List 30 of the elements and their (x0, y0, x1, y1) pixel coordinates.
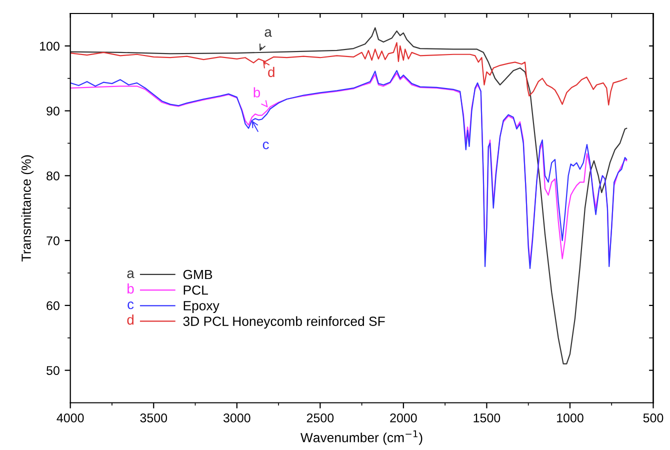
annotation: c (262, 142, 269, 150)
line-series (70, 42, 628, 106)
x-tick-label: 1500 (474, 413, 500, 422)
x-tick-label: 3000 (223, 413, 250, 422)
annotation: d (268, 66, 274, 78)
x-tick-label: 2000 (390, 413, 417, 422)
x-tick-label: 500 (643, 413, 664, 422)
y-tick-label: 60 (46, 301, 60, 310)
y-tick-label: 70 (46, 236, 60, 246)
y-tick-label: 50 (46, 366, 60, 375)
legend-label: PCL (184, 285, 208, 295)
text: c (128, 302, 134, 310)
legend-label: GMB (183, 270, 212, 280)
text: a (127, 270, 134, 278)
x-axis-title: Wavenumber (cm$^{−1}$) (300, 430, 422, 445)
x-tick-label: 3500 (140, 413, 168, 422)
y-tick-label: 100 (40, 42, 60, 51)
y-axis-title: Transmittance (%) (21, 155, 34, 262)
text: b (128, 283, 134, 294)
x-tick-label: 1000 (557, 413, 584, 422)
annotation: b (254, 87, 260, 98)
annotation: a (264, 29, 272, 37)
x-tick-label: 2500 (306, 413, 334, 422)
legend-label: Epoxy (184, 301, 220, 313)
y-tick-label: 80 (46, 171, 60, 180)
text: d (127, 314, 134, 325)
x-tick-label: 4000 (56, 413, 84, 422)
line-series (70, 27, 628, 364)
legend-label: 3D PCL Honeycomb reinforced SF (183, 316, 385, 329)
y-tick-label: 90 (46, 106, 60, 116)
